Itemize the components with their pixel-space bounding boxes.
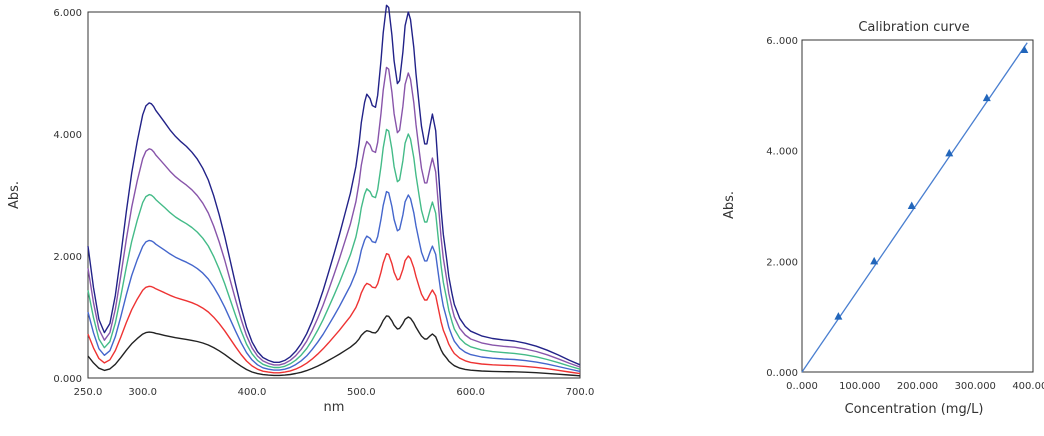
spectrum-x-label: nm [324,400,345,415]
calibration-x-tick-label: 0..000 [786,381,818,392]
calibration-x-tick-label: 100.000 [839,381,880,392]
spectrum-series-2 [87,252,581,375]
calibration-y-tick-label: 2..000 [766,257,798,268]
spectrum-y-label: Abs. [7,181,22,209]
calibration-point-3 [907,201,916,209]
calibration-title: Calibration curve [858,20,969,35]
calibration-point-5 [982,93,991,102]
calibration-point-4 [945,148,954,157]
calibration-x-label: Concentration (mg/L) [845,402,984,417]
spectrum-curves [87,4,581,377]
spectrum-x-tick-label: 700.0 [566,387,595,398]
calibration-y-tick-label: 4..000 [766,147,798,158]
spectrum-series-1 [87,315,581,377]
spectrum-x-tick-label: 300.0 [128,387,157,398]
spectrum-series-6 [87,4,581,366]
calibration-x-tick-label: 200.000 [897,381,938,392]
calibration-y-label: Abs. [722,191,737,219]
calibration-points [834,45,1029,320]
spectrum-y-ticks: 0.000 2.000 4.000 6.000 [53,8,82,385]
calibration-chart: Calibration curve 0..000 100.000 200.000 30… [722,20,1044,417]
calibration-point-1 [834,312,843,320]
calibration-y-ticks: 0..000 2..000 4..000 6..000 [766,36,798,379]
spectrum-series-5 [87,66,581,368]
calibration-x-tick-label: 300.000 [955,381,996,392]
spectrum-x-tick-label: 400.0 [238,387,267,398]
spectrum-y-tick-label: 0.000 [53,374,82,385]
spectrum-y-tick-label: 6.000 [53,8,82,19]
spectrum-x-tick-label: 500.0 [347,387,376,398]
spectrum-y-tick-label: 4.000 [53,130,82,141]
spectrum-x-tick-label: 600.0 [456,387,485,398]
spectrum-plot-area [87,11,581,379]
calibration-point-2 [870,256,879,265]
spectrum-x-tick-label: 250.0 [74,387,103,398]
calibration-y-tick-label: 0..000 [766,368,798,379]
calibration-y-tick-label: 6..000 [766,36,798,47]
spectrum-x-ticks: 250.0 300.0 400.0 500.0 600.0 700.0 [74,387,595,398]
calibration-point-6 [1020,45,1029,53]
calibration-x-ticks: 0..000 100.000 200.000 300.000 400.000 [786,381,1044,392]
calibration-x-tick-label: 400.000 [1012,381,1044,392]
spectrum-chart: 250.0 300.0 400.0 500.0 600.0 700.0 0.000 2.00… [7,4,595,415]
spectrum-y-tick-label: 2.000 [53,252,82,263]
spectrum-series-4 [87,128,581,370]
spectrum-series-3 [87,190,581,373]
